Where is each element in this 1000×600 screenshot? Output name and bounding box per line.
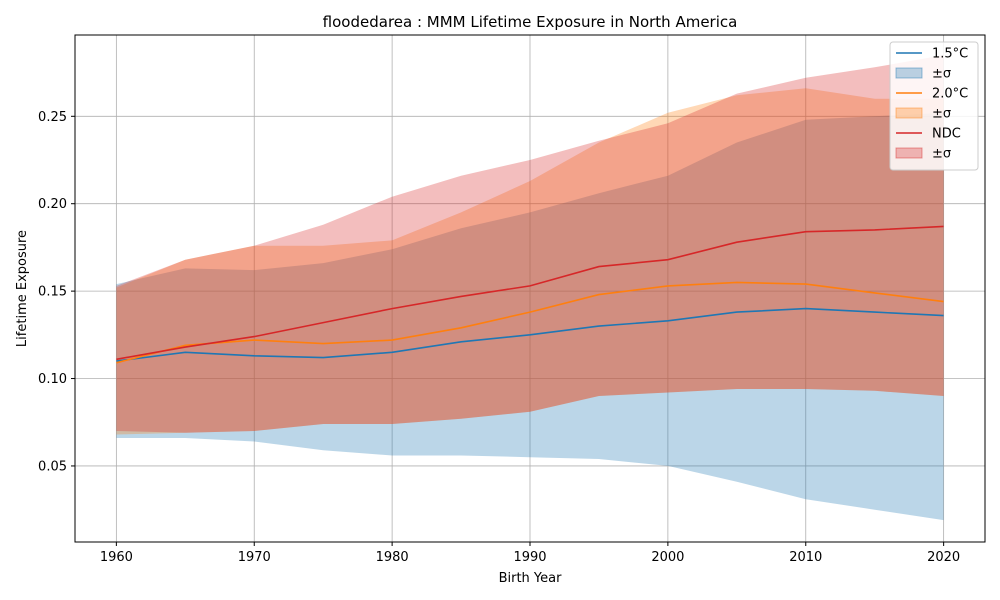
x-tick-label: 1980 (376, 550, 409, 565)
band-NDC (116, 55, 944, 433)
legend: 1.5°C ±σ 2.0°C ±σ NDC ±σ (889, 41, 979, 171)
legend-band-swatch (895, 107, 923, 119)
x-tick-label: 1960 (100, 550, 133, 565)
band-1.5°C (116, 112, 944, 521)
legend-label: ±σ (932, 67, 951, 82)
y-axis-label: Lifetime Exposure (15, 230, 30, 347)
y-tick-label: 0.15 (38, 285, 67, 300)
x-tick-label: 2020 (927, 550, 960, 565)
y-tick-label: 0.20 (38, 197, 67, 212)
line-1.5°C (116, 307, 944, 362)
legend-label: 2.0°C (932, 87, 968, 102)
legend-box (889, 41, 979, 171)
legend-band-swatch (895, 67, 923, 79)
band-2.0°C (116, 88, 944, 435)
legend-label: NDC (932, 127, 961, 142)
y-tick-label: 0.10 (38, 372, 67, 387)
line-2.0°C (116, 281, 944, 364)
line-NDC (116, 225, 944, 361)
uncertainty-bands (116, 55, 944, 521)
legend-band-swatch (895, 147, 923, 159)
x-tick-label: 1990 (513, 550, 546, 565)
legend-label: 1.5°C (932, 47, 968, 62)
legend-label: ±σ (932, 107, 951, 122)
y-tick-label: 0.05 (38, 459, 67, 474)
x-tick-label: 2010 (789, 550, 822, 565)
x-tick-label: 1970 (238, 550, 271, 565)
axis-ticks: 1960 1970 1980 1990 2000 2010 2020 0.05 0.10 0.15… (38, 110, 960, 565)
legend-label: ±σ (932, 147, 951, 162)
y-tick-label: 0.25 (38, 110, 67, 125)
series-lines (116, 225, 944, 364)
x-tick-label: 2000 (651, 550, 684, 565)
x-axis-label: Birth Year (499, 571, 563, 586)
chart-title: floodedarea : MMM Lifetime Exposure in N… (323, 13, 738, 31)
grid (75, 35, 985, 542)
